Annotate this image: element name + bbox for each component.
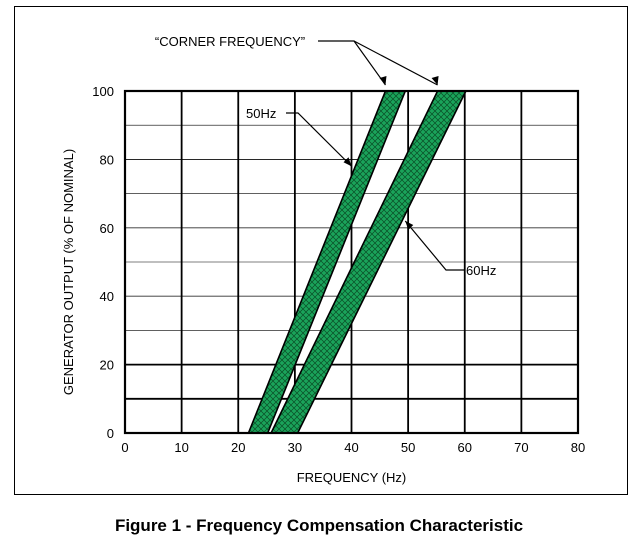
y-tick-label-80: 80 bbox=[100, 152, 114, 167]
x-tick-label-10: 10 bbox=[174, 440, 188, 455]
arrowhead-corner-frequency-1 bbox=[431, 76, 439, 85]
y-tick-label-100: 100 bbox=[92, 84, 114, 99]
y-tick-label-20: 20 bbox=[100, 358, 114, 373]
grid bbox=[125, 91, 578, 433]
plot-border bbox=[123, 89, 580, 435]
x-tick-label-20: 20 bbox=[231, 440, 245, 455]
leader-50hz bbox=[286, 112, 352, 167]
annotations: “CORNER FREQUENCY” 50Hz 60Hz bbox=[155, 34, 496, 278]
annotation-corner-frequency: “CORNER FREQUENCY” bbox=[155, 34, 305, 49]
x-tick-label-50: 50 bbox=[401, 440, 415, 455]
leader-corner-frequency-60 bbox=[353, 40, 438, 86]
x-tick-label-60: 60 bbox=[458, 440, 472, 455]
x-tick-label-30: 30 bbox=[288, 440, 302, 455]
arrowhead-corner-frequency-0 bbox=[379, 76, 387, 85]
frequency-compensation-chart: 0 10 20 30 40 50 60 70 80 0 20 40 60 80 100 FREQUENCY (… bbox=[61, 34, 585, 485]
x-tick-label-40: 40 bbox=[344, 440, 358, 455]
leader-corner-frequency-50 bbox=[318, 40, 386, 86]
axes bbox=[123, 89, 580, 435]
x-axis-label: FREQUENCY (Hz) bbox=[297, 470, 407, 485]
tick-labels: 0 10 20 30 40 50 60 70 80 0 20 40 60 80 100 FREQUENCY (… bbox=[61, 84, 585, 485]
x-tick-label-80: 80 bbox=[571, 440, 585, 455]
annotation-50hz: 50Hz bbox=[246, 106, 276, 121]
figure-caption: Figure 1 - Frequency Compensation Charac… bbox=[114, 516, 524, 535]
y-axis-label: GENERATOR OUTPUT (% OF NOMINAL) bbox=[61, 149, 76, 395]
y-tick-label-0: 0 bbox=[107, 426, 114, 441]
arrowhead-60hz bbox=[405, 220, 414, 230]
x-tick-label-70: 70 bbox=[514, 440, 528, 455]
y-tick-label-60: 60 bbox=[100, 221, 114, 236]
arrowhead-50hz bbox=[343, 157, 352, 167]
leader-60hz bbox=[404, 220, 464, 271]
figure-frame bbox=[14, 6, 628, 495]
x-tick-label-0: 0 bbox=[121, 440, 128, 455]
annotation-60hz: 60Hz bbox=[466, 263, 496, 278]
y-tick-label-40: 40 bbox=[100, 289, 114, 304]
